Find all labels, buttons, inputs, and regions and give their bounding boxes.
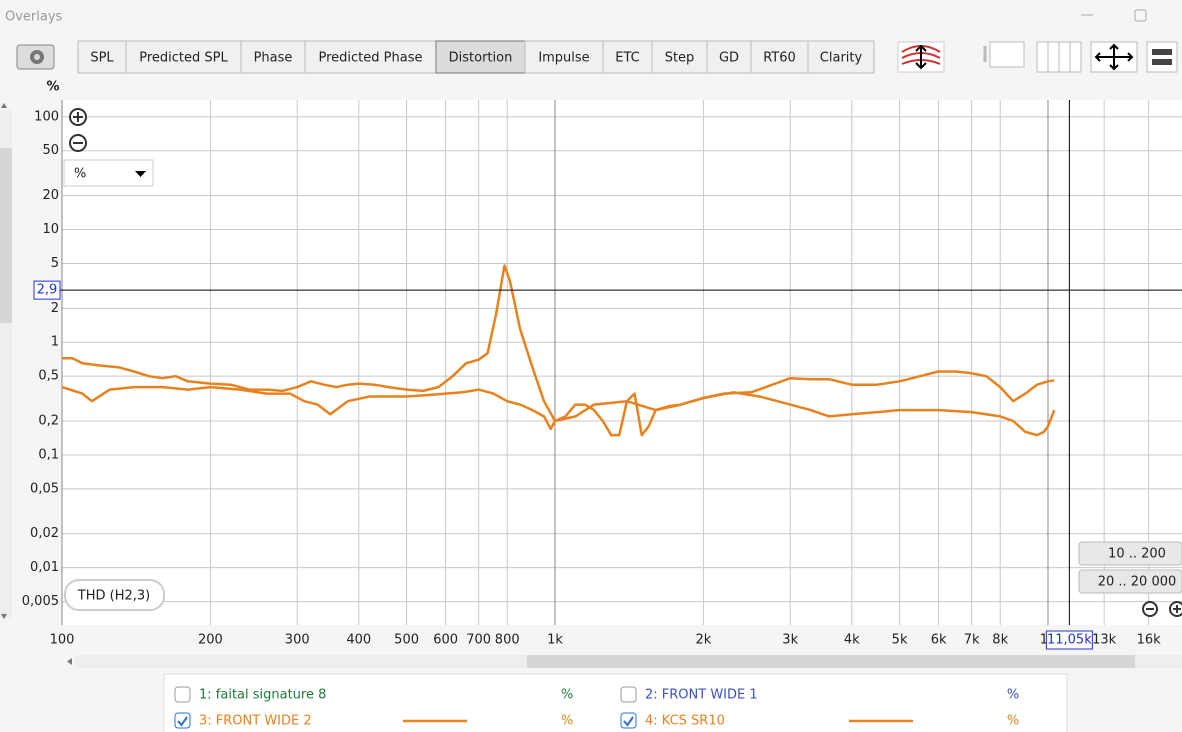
trace-label: THD (H2,3) bbox=[77, 589, 150, 604]
checkmark bbox=[623, 716, 634, 727]
series-line bbox=[61, 385, 1056, 437]
plot-area bbox=[62, 100, 1182, 625]
tab-label: Predicted Phase bbox=[319, 51, 423, 66]
y-tick-label: 5 bbox=[51, 256, 59, 271]
cursor-x-label: 11,05k bbox=[1047, 633, 1092, 648]
legend-unit: % bbox=[561, 688, 573, 703]
y-tick-label: 0,1 bbox=[38, 447, 59, 462]
tab-label: RT60 bbox=[763, 51, 796, 66]
trace-label-box bbox=[64, 579, 165, 611]
x-tick-label: 700 bbox=[466, 633, 491, 648]
y-unit-label: % bbox=[46, 80, 59, 95]
range-button-label: 20 .. 20 000 bbox=[1098, 575, 1177, 590]
range-button[interactable] bbox=[1078, 541, 1182, 566]
tab[interactable] bbox=[304, 40, 437, 74]
x-tick-label: 8k bbox=[992, 633, 1008, 648]
zoom-in-button[interactable] bbox=[69, 108, 87, 126]
tab-label: Phase bbox=[254, 51, 293, 66]
toolbar-icons[interactable] bbox=[897, 41, 1178, 73]
y-tick-label: 0,01 bbox=[30, 560, 59, 575]
x-tick-label: 2k bbox=[695, 633, 711, 648]
y-tick-label: 0,2 bbox=[38, 414, 59, 429]
y-tick-label: 0,005 bbox=[22, 594, 59, 609]
x-tick-label: 4k bbox=[844, 633, 860, 648]
y-tick-label: 10 bbox=[42, 222, 59, 237]
tab[interactable] bbox=[77, 40, 127, 74]
legend-unit: % bbox=[1007, 714, 1019, 729]
dropdown-arrow bbox=[135, 171, 146, 177]
x-zoom-in-button[interactable] bbox=[1169, 601, 1182, 617]
vertical-scrollbar[interactable] bbox=[0, 103, 12, 619]
range-button[interactable] bbox=[1078, 569, 1182, 594]
tab-label: Predicted SPL bbox=[139, 51, 228, 66]
x-tick-label: 200 bbox=[198, 633, 223, 648]
cursor-x-box bbox=[1045, 630, 1093, 650]
x-tick-label: 600 bbox=[433, 633, 458, 648]
y-tick-label: 1 bbox=[51, 335, 59, 350]
tab-label: Impulse bbox=[538, 51, 589, 66]
tab[interactable] bbox=[651, 40, 708, 74]
legend-unit: % bbox=[561, 714, 573, 729]
x-tick-label: 1 bbox=[1040, 633, 1048, 648]
x-tick-label: 800 bbox=[495, 633, 520, 648]
x-tick-label: 16k bbox=[1137, 633, 1162, 648]
window-title: Overlays bbox=[5, 10, 63, 25]
legend-checkbox[interactable] bbox=[620, 712, 637, 729]
tab[interactable] bbox=[125, 40, 242, 74]
legend-checkbox[interactable] bbox=[174, 686, 191, 703]
tab-label: GD bbox=[719, 51, 739, 66]
y-tick-label: 2 bbox=[51, 301, 59, 316]
cursor-y-label: 2,9 bbox=[37, 283, 58, 298]
x-tick-label: 3k bbox=[782, 633, 798, 648]
tab[interactable] bbox=[602, 40, 653, 74]
y-tick-label: 0,5 bbox=[38, 369, 59, 384]
tab[interactable] bbox=[240, 40, 306, 74]
x-tick-label: 400 bbox=[346, 633, 371, 648]
tab-label: SPL bbox=[90, 51, 114, 66]
legend-name: 4: KCS SR10 bbox=[645, 714, 725, 729]
zoom-out-button[interactable] bbox=[69, 134, 87, 152]
cursor-y-box bbox=[33, 280, 61, 300]
tab[interactable] bbox=[807, 40, 875, 74]
x-tick-label: 7k bbox=[964, 633, 980, 648]
y-tick-label: 50 bbox=[42, 143, 59, 158]
tab-label: Step bbox=[665, 51, 695, 66]
legend bbox=[163, 673, 1068, 732]
tab-label: Distortion bbox=[449, 51, 513, 66]
legend-unit: % bbox=[1007, 688, 1019, 703]
x-tick-label: 1k bbox=[547, 633, 563, 648]
unit-dropdown-value: % bbox=[74, 167, 86, 182]
legend-name: 2: FRONT WIDE 1 bbox=[645, 688, 758, 703]
y-tick-label: 20 bbox=[42, 188, 59, 203]
horizontal-scrollbar[interactable] bbox=[67, 655, 1182, 668]
maximize-button[interactable] bbox=[1134, 9, 1147, 22]
legend-name: 3: FRONT WIDE 2 bbox=[199, 714, 312, 729]
tab[interactable] bbox=[750, 40, 809, 74]
series-line bbox=[62, 264, 1055, 437]
legend-checkbox[interactable] bbox=[620, 686, 637, 703]
y-tick-label: 0,05 bbox=[30, 481, 59, 496]
x-zoom-out-button[interactable] bbox=[1142, 601, 1158, 617]
tab-label: Clarity bbox=[820, 51, 863, 66]
x-tick-label: 5k bbox=[892, 633, 908, 648]
y-tick-label: 100 bbox=[34, 109, 59, 124]
tab[interactable] bbox=[435, 40, 526, 74]
legend-name: 1: faital signature 8 bbox=[199, 688, 326, 703]
tab-label: ETC bbox=[615, 51, 639, 66]
range-button-label: 10 .. 200 bbox=[1108, 547, 1166, 562]
x-tick-label: 300 bbox=[285, 633, 310, 648]
x-tick-label: 6k bbox=[931, 633, 947, 648]
x-tick-label: 500 bbox=[394, 633, 419, 648]
legend-checkbox[interactable] bbox=[174, 712, 191, 729]
x-tick-label: 13k bbox=[1092, 633, 1117, 648]
x-tick-label: 100 bbox=[50, 633, 75, 648]
camera-button[interactable] bbox=[16, 44, 55, 70]
y-tick-label: 0,02 bbox=[30, 526, 59, 541]
checkmark bbox=[177, 716, 188, 727]
